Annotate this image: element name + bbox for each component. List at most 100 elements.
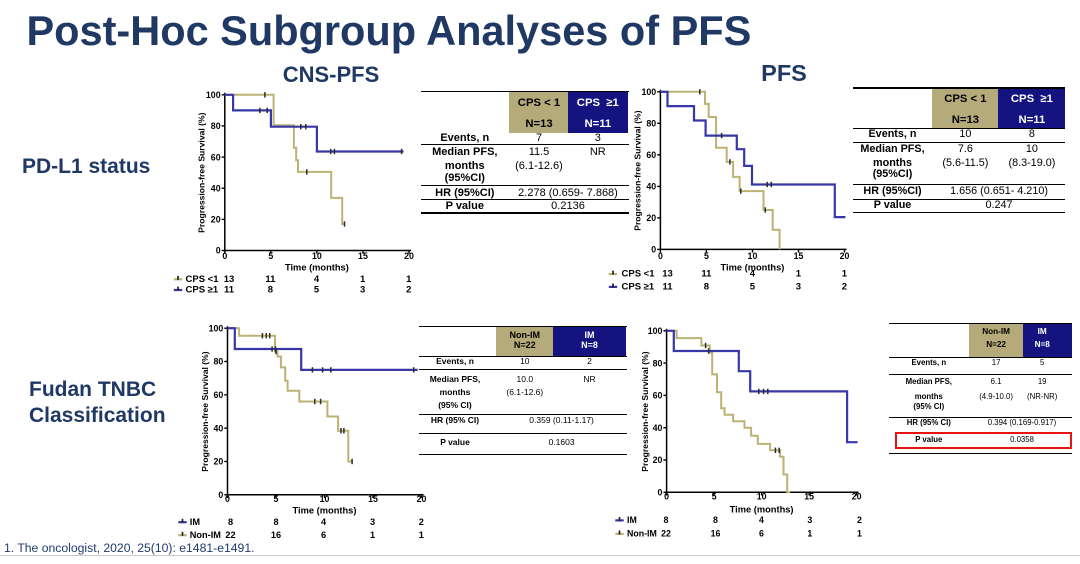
- svg-text:CPS <1: CPS <1: [186, 274, 220, 285]
- svg-text:2: 2: [406, 285, 411, 296]
- svg-text:20: 20: [840, 251, 850, 261]
- svg-text:Progression-free Survival (%): Progression-free Survival (%): [197, 112, 207, 232]
- svg-text:Time (months): Time (months): [730, 504, 794, 514]
- svg-text:11: 11: [224, 285, 235, 296]
- svg-text:4: 4: [750, 269, 756, 280]
- svg-text:20: 20: [211, 215, 221, 225]
- svg-text:Time (months): Time (months): [285, 263, 349, 273]
- svg-text:8: 8: [228, 517, 233, 527]
- svg-text:Non-IM: Non-IM: [627, 529, 657, 539]
- svg-text:40: 40: [211, 183, 221, 193]
- svg-text:60: 60: [653, 391, 663, 401]
- svg-text:3: 3: [807, 515, 812, 525]
- svg-text:5: 5: [712, 491, 717, 501]
- svg-text:6: 6: [321, 530, 326, 540]
- svg-text:11: 11: [701, 269, 712, 280]
- svg-text:Time (months): Time (months): [721, 263, 785, 273]
- svg-text:4: 4: [321, 517, 327, 527]
- svg-text:6: 6: [759, 529, 764, 539]
- svg-text:15: 15: [804, 491, 814, 501]
- svg-text:0: 0: [658, 251, 663, 261]
- svg-text:16: 16: [711, 529, 721, 539]
- svg-text:0: 0: [651, 245, 656, 255]
- svg-text:22: 22: [661, 529, 671, 539]
- svg-text:8: 8: [704, 282, 709, 293]
- svg-text:15: 15: [368, 494, 378, 504]
- svg-text:1: 1: [419, 530, 424, 540]
- svg-text:5: 5: [268, 251, 273, 261]
- svg-text:20: 20: [653, 455, 663, 465]
- svg-text:Time (months): Time (months): [293, 506, 357, 516]
- svg-text:IM: IM: [627, 515, 637, 525]
- svg-text:20: 20: [646, 213, 656, 223]
- svg-text:13: 13: [662, 269, 673, 280]
- svg-text:Progression-free Survival (%): Progression-free Survival (%): [640, 351, 650, 471]
- svg-text:8: 8: [268, 285, 273, 296]
- svg-text:80: 80: [653, 358, 663, 368]
- svg-text:100: 100: [206, 90, 221, 100]
- svg-text:0: 0: [216, 246, 221, 256]
- svg-text:10: 10: [757, 491, 767, 501]
- svg-text:80: 80: [211, 121, 221, 131]
- svg-text:1: 1: [842, 269, 848, 280]
- svg-text:3: 3: [360, 285, 365, 296]
- svg-text:15: 15: [794, 251, 804, 261]
- svg-text:2: 2: [857, 515, 862, 525]
- svg-text:100: 100: [648, 326, 663, 336]
- svg-text:2: 2: [842, 282, 847, 293]
- svg-text:5: 5: [314, 285, 320, 296]
- svg-text:100: 100: [209, 323, 224, 333]
- svg-text:Progression-free Survival (%): Progression-free Survival (%): [633, 110, 643, 230]
- svg-text:20: 20: [404, 251, 414, 261]
- svg-text:80: 80: [214, 357, 224, 367]
- svg-text:0: 0: [664, 491, 669, 501]
- svg-text:1: 1: [807, 529, 812, 539]
- svg-text:5: 5: [704, 251, 709, 261]
- svg-text:Progression-free Survival (%): Progression-free Survival (%): [200, 351, 210, 471]
- svg-text:22: 22: [225, 530, 235, 540]
- svg-text:20: 20: [852, 491, 862, 501]
- svg-text:15: 15: [358, 251, 368, 261]
- svg-text:CPS ≥1: CPS ≥1: [622, 282, 655, 293]
- svg-text:8: 8: [664, 515, 669, 525]
- svg-text:11: 11: [265, 274, 276, 285]
- svg-text:40: 40: [646, 182, 656, 192]
- svg-text:CPS <1: CPS <1: [622, 269, 656, 280]
- svg-text:Non-IM: Non-IM: [190, 530, 221, 540]
- svg-text:20: 20: [214, 457, 224, 467]
- svg-text:40: 40: [653, 423, 663, 433]
- svg-text:5: 5: [750, 282, 756, 293]
- svg-text:4: 4: [314, 274, 320, 285]
- svg-text:11: 11: [662, 282, 673, 293]
- svg-text:80: 80: [646, 119, 656, 129]
- svg-text:2: 2: [419, 517, 424, 527]
- svg-text:8: 8: [273, 517, 278, 527]
- svg-text:1: 1: [360, 274, 366, 285]
- svg-text:10: 10: [320, 494, 330, 504]
- svg-text:CPS ≥1: CPS ≥1: [186, 285, 219, 296]
- svg-text:60: 60: [646, 150, 656, 160]
- svg-text:10: 10: [312, 251, 322, 261]
- svg-text:60: 60: [214, 390, 224, 400]
- svg-text:100: 100: [642, 87, 657, 97]
- svg-text:3: 3: [796, 282, 801, 293]
- svg-text:13: 13: [224, 274, 235, 285]
- svg-text:0: 0: [218, 490, 223, 500]
- svg-text:60: 60: [211, 152, 221, 162]
- svg-text:0: 0: [222, 251, 227, 261]
- svg-text:1: 1: [406, 274, 412, 285]
- svg-text:4: 4: [759, 515, 764, 525]
- svg-text:0: 0: [657, 488, 662, 498]
- svg-text:1: 1: [370, 530, 375, 540]
- svg-text:20: 20: [417, 494, 427, 504]
- svg-text:10: 10: [748, 251, 758, 261]
- svg-text:IM: IM: [190, 517, 201, 527]
- svg-text:16: 16: [271, 530, 281, 540]
- svg-text:8: 8: [713, 515, 718, 525]
- svg-text:0: 0: [225, 494, 230, 504]
- svg-text:1: 1: [796, 269, 802, 280]
- svg-text:5: 5: [274, 494, 279, 504]
- svg-text:40: 40: [214, 423, 224, 433]
- svg-text:3: 3: [370, 517, 375, 527]
- svg-text:1: 1: [857, 529, 862, 539]
